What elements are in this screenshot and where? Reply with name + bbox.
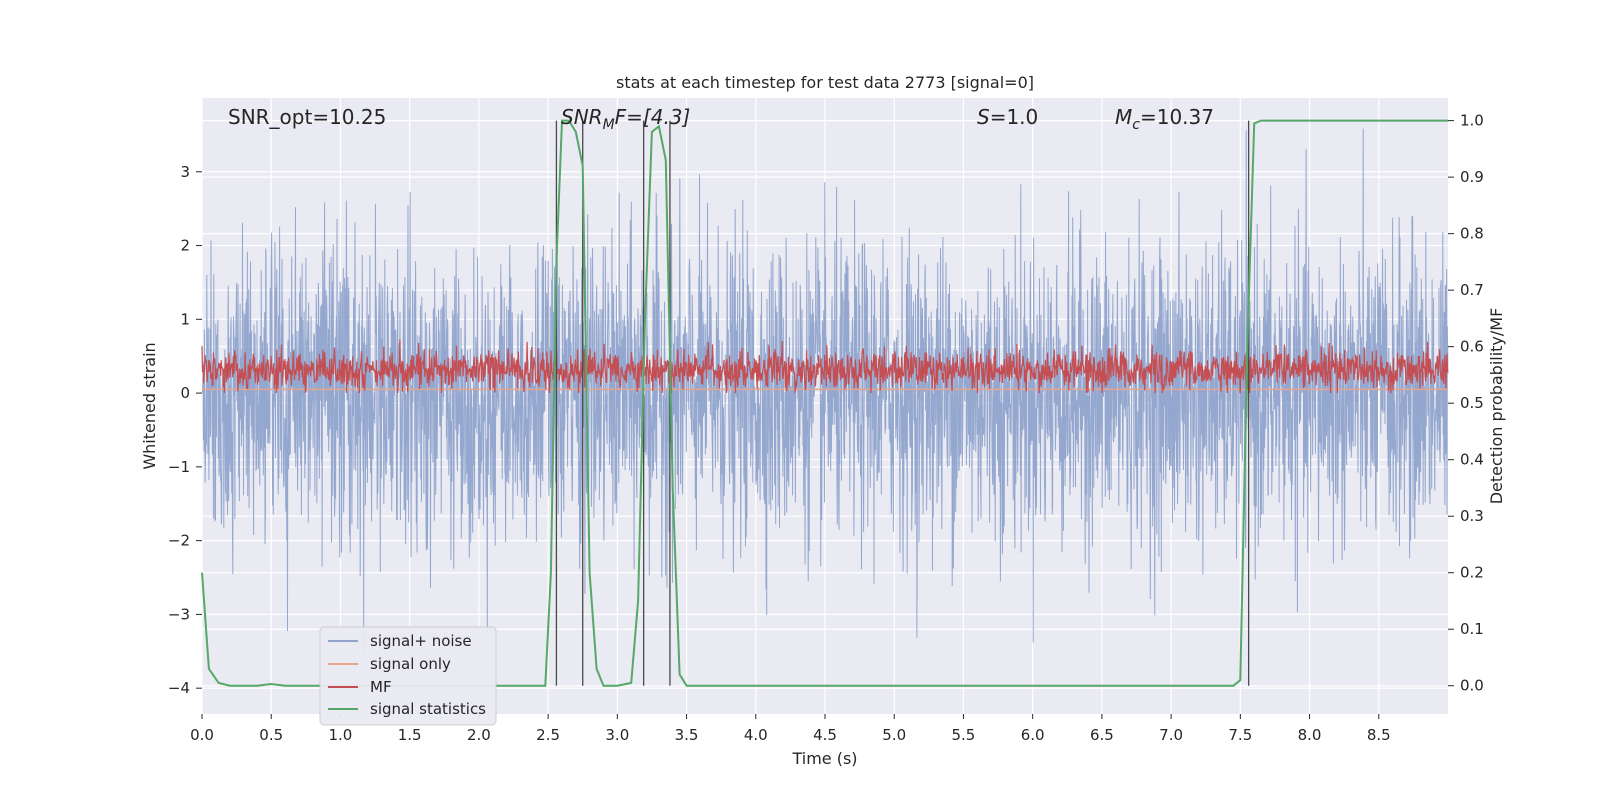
y-right-axis-ticks: 1.0 0.9 0.8 0.7 0.6 0.5 0.4 0.3 0.2 0.1 0.0 <box>1448 112 1484 695</box>
x-tick-label: 8.5 <box>1367 726 1391 744</box>
annotation-snr-opt: SNR_opt=10.25 <box>228 105 386 129</box>
x-axis-ticks: 0.0 0.5 1.0 1.5 2.0 2.5 3.0 3.5 4.0 4.5 5.0 5.5 6.0 6… <box>190 714 1391 744</box>
y-left-tick-label: −2 <box>168 532 190 550</box>
y-right-tick-label: 0.9 <box>1460 168 1484 186</box>
y-right-tick-label: 0.7 <box>1460 281 1484 299</box>
y-right-tick-label: 0.4 <box>1460 451 1484 469</box>
annotation-mc: Mc=10.37 <box>1115 105 1214 133</box>
y-right-tick-label: 0.6 <box>1460 338 1484 356</box>
y-right-axis-label: Detection probability/MF <box>1487 308 1506 505</box>
signal-statistics-line <box>201 119 1448 687</box>
legend-label-mf: MF <box>370 678 392 696</box>
x-tick-label: 7.0 <box>1159 726 1183 744</box>
x-tick-label: 4.0 <box>744 726 768 744</box>
x-tick-label: 3.5 <box>675 726 699 744</box>
x-tick-label: 2.0 <box>467 726 491 744</box>
x-tick-label: 6.0 <box>1021 726 1045 744</box>
x-tick-label: 1.5 <box>398 726 422 744</box>
annotation-snr-mf: SNRMF=[4.3] <box>561 105 690 133</box>
x-tick-label: 6.5 <box>1090 726 1114 744</box>
y-left-axis-ticks: 3 2 1 0 −1 −2 −3 −4 <box>168 163 202 697</box>
y-left-tick-label: −1 <box>168 458 190 476</box>
y-right-tick-label: 1.0 <box>1460 112 1484 130</box>
x-tick-label: 8.0 <box>1298 726 1322 744</box>
legend-label-signal-noise: signal+ noise <box>370 632 472 650</box>
x-axis-label: Time (s) <box>791 749 857 768</box>
y-left-tick-label: 0 <box>180 384 190 402</box>
y-left-tick-label: 2 <box>180 237 190 255</box>
x-tick-label: 2.5 <box>536 726 560 744</box>
x-tick-label: 0.5 <box>259 726 283 744</box>
mf-line <box>201 339 1449 394</box>
x-tick-label: 7.5 <box>1228 726 1252 744</box>
x-tick-label: 5.5 <box>952 726 976 744</box>
y-left-tick-label: 3 <box>180 163 190 181</box>
y-right-tick-label: 0.3 <box>1460 507 1484 525</box>
x-tick-label: 1.0 <box>329 726 353 744</box>
y-right-tick-label: 0.5 <box>1460 394 1484 412</box>
y-right-tick-label: 0.0 <box>1460 677 1484 695</box>
x-tick-label: 4.5 <box>813 726 837 744</box>
y-right-tick-label: 0.2 <box>1460 564 1484 582</box>
y-left-axis-label: Whitened strain <box>140 342 159 469</box>
signal-statistics-series <box>201 119 1448 687</box>
y-right-tick-label: 0.8 <box>1460 225 1484 243</box>
signal-noise-line <box>201 128 1449 655</box>
y-left-tick-label: 1 <box>180 310 190 328</box>
x-tick-label: 0.0 <box>190 726 214 744</box>
y-right-tick-label: 0.1 <box>1460 620 1484 638</box>
x-tick-label: 3.0 <box>605 726 629 744</box>
legend-label-signal-statistics: signal statistics <box>370 700 486 718</box>
mf-series <box>201 339 1449 394</box>
signal-noise-series <box>201 128 1449 655</box>
annotation-s: S=1.0 <box>977 105 1038 129</box>
legend: signal+ noise signal only MF signal stat… <box>319 626 497 726</box>
y-left-tick-label: −4 <box>168 679 190 697</box>
legend-box <box>319 626 497 726</box>
x-tick-label: 5.0 <box>882 726 906 744</box>
y-left-tick-label: −3 <box>168 605 190 623</box>
legend-label-signal-only: signal only <box>370 655 451 673</box>
chart-title: stats at each timestep for test data 277… <box>616 73 1034 92</box>
